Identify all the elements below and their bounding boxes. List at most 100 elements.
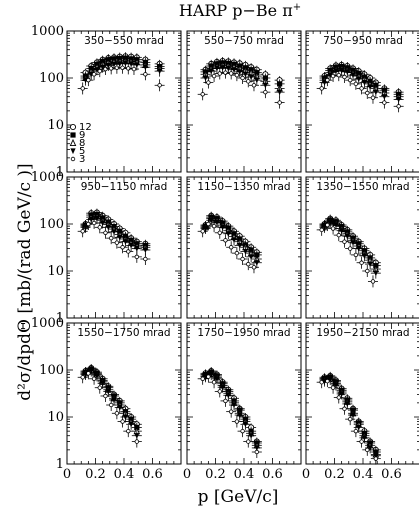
panel-9: 0 0.2 0.4 0.6 1950−2150 mrad — [302, 322, 419, 482]
panel-2: 550−750 mrad — [186, 30, 302, 173]
data-point — [128, 242, 134, 249]
data-point — [91, 72, 97, 77]
x-tick-label: 0.4 — [234, 467, 255, 482]
data-point — [350, 240, 356, 246]
data-point — [134, 245, 140, 252]
y-tick-label: 10 — [47, 410, 64, 425]
data-point — [344, 233, 350, 240]
data-point — [111, 229, 117, 235]
data-point — [262, 82, 268, 89]
y-tick-label: 1 — [56, 165, 64, 180]
data-point — [373, 456, 379, 461]
series-5 — [316, 69, 404, 113]
data-point — [214, 219, 220, 226]
chart-title: HARP p−Be π+ — [179, 1, 301, 20]
series-4 — [319, 64, 404, 105]
series-5 — [316, 375, 381, 465]
data-point — [319, 86, 324, 91]
y-tick-label: 1000 — [31, 316, 64, 331]
panel-label: 1150−1350 mrad — [197, 181, 290, 193]
data-point — [342, 239, 347, 244]
data-point — [228, 409, 234, 414]
data-point — [122, 60, 129, 67]
data-point — [359, 439, 364, 444]
data-point — [342, 74, 347, 80]
data-point — [336, 395, 341, 400]
data-point — [122, 239, 129, 245]
data-point — [134, 254, 140, 260]
panel-label: 950−1150 mrad — [81, 181, 168, 193]
data-point — [234, 419, 240, 424]
data-point — [103, 393, 108, 399]
data-point — [223, 70, 228, 75]
data-point — [353, 81, 359, 87]
data-point — [217, 71, 222, 76]
y-tick-label: 100 — [39, 71, 64, 86]
y-tick-label: 10 — [47, 118, 64, 133]
y-tick-label: 1 — [56, 311, 64, 326]
data-point — [206, 80, 211, 85]
data-point — [117, 404, 123, 411]
data-point — [217, 389, 222, 394]
data-point — [353, 252, 359, 258]
data-point — [365, 447, 370, 453]
data-point — [251, 265, 257, 270]
data-point — [220, 224, 226, 231]
data-point — [237, 242, 243, 249]
data-point — [94, 67, 100, 73]
data-point — [254, 449, 260, 455]
data-point — [217, 230, 222, 235]
data-point — [359, 86, 364, 91]
data-point — [80, 229, 85, 234]
data-point — [131, 66, 137, 72]
panel-label: 1750−1950 mrad — [197, 327, 290, 339]
data-point — [333, 382, 339, 389]
panel-label: 1550−1750 mrad — [77, 327, 170, 339]
data-point — [246, 79, 251, 84]
data-point — [128, 421, 134, 428]
chart-title-superscript: + — [293, 2, 301, 13]
y-tick-label: 1 — [56, 457, 64, 472]
panel-label: 750−950 mrad — [323, 35, 403, 47]
data-point — [234, 72, 240, 78]
data-point — [373, 270, 379, 277]
data-point — [223, 238, 228, 243]
data-point — [86, 77, 91, 83]
data-point — [367, 261, 373, 268]
y-tick-label: 1000 — [31, 24, 64, 39]
data-point — [327, 219, 333, 226]
series-4 — [80, 57, 165, 86]
data-point — [234, 250, 240, 256]
data-point — [202, 75, 209, 82]
data-point — [237, 412, 243, 419]
data-point — [231, 237, 237, 243]
data-point — [120, 245, 125, 250]
data-point — [120, 419, 125, 424]
legend-marker — [70, 132, 76, 138]
data-point — [97, 225, 102, 230]
data-point — [114, 240, 120, 245]
data-point — [248, 254, 254, 260]
data-point — [356, 76, 362, 83]
y-tick-label: 1000 — [31, 170, 64, 185]
data-point — [220, 384, 226, 391]
legend-label: 5 — [79, 146, 85, 157]
legend-marker — [69, 123, 77, 131]
panel-frame — [66, 322, 182, 465]
legend-marker — [69, 138, 77, 147]
data-point — [327, 72, 333, 79]
data-point — [200, 229, 205, 234]
x-tick-label: 0.6 — [262, 467, 283, 482]
panel-frame — [186, 322, 302, 465]
legend-label: 3 — [79, 154, 85, 165]
data-point — [105, 224, 111, 231]
data-point — [347, 416, 353, 422]
data-point — [80, 375, 85, 380]
x-tick-label: 0.4 — [353, 467, 374, 482]
legend-label: 8 — [79, 138, 85, 149]
data-point — [365, 268, 370, 274]
data-point — [157, 83, 162, 88]
series-4 — [200, 214, 262, 269]
